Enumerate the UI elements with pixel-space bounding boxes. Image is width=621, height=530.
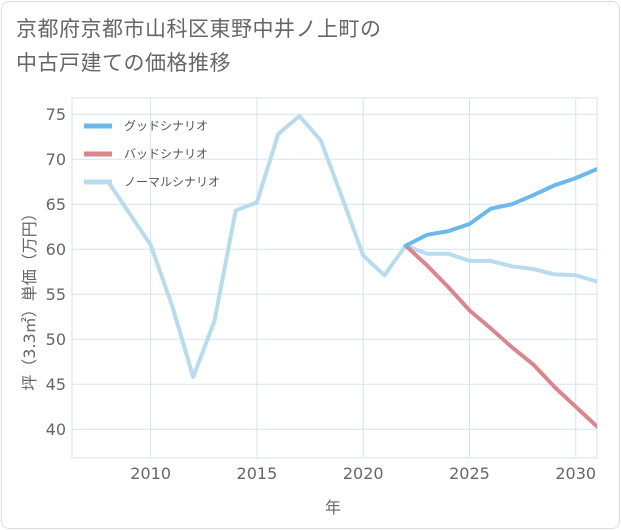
- series-line-normal: [106, 114, 597, 379]
- series-line-good: [403, 167, 597, 248]
- plot-area-border: [71, 97, 598, 459]
- grid: [72, 98, 597, 458]
- y-tick-label: 45: [46, 375, 66, 394]
- legend-label-bad: バッドシナリオ: [124, 147, 208, 161]
- x-tick-label: 2025: [449, 464, 490, 483]
- x-tick-label: 2010: [130, 464, 171, 483]
- chart-title-line1: 京都府京都市山科区東野中井ノ上町の: [16, 17, 382, 41]
- y-tick-label: 60: [46, 240, 66, 259]
- x-tick-label: 2030: [555, 464, 596, 483]
- legend-label-normal: ノーマルシナリオ: [124, 175, 220, 189]
- y-tick-label: 50: [46, 330, 66, 349]
- x-tick-label: 2015: [237, 464, 278, 483]
- y-tick-label: 65: [46, 195, 66, 214]
- series-line-bad: [403, 243, 597, 429]
- y-axis-label: 坪（3.3㎡）単価（万円）: [20, 205, 39, 390]
- legend-label-good: グッドシナリオ: [124, 119, 208, 133]
- series-layer: [106, 114, 597, 429]
- x-tick-label: 2020: [343, 464, 384, 483]
- y-tick-label: 70: [46, 150, 66, 169]
- y-tick-labels: 40 45 50 55 60 65 70 75: [46, 105, 66, 439]
- y-tick-label: 40: [46, 420, 66, 439]
- y-tick-label: 55: [46, 285, 66, 304]
- chart-title: 京都府京都市山科区東野中井ノ上町の 中古戸建ての価格推移: [16, 12, 576, 80]
- x-axis-label: 年: [325, 498, 341, 517]
- x-tick-labels: 2010 2015 2020 2025 2030: [130, 464, 596, 483]
- y-tick-label: 75: [46, 105, 66, 124]
- chart-title-line2: 中古戸建ての価格推移: [16, 51, 231, 75]
